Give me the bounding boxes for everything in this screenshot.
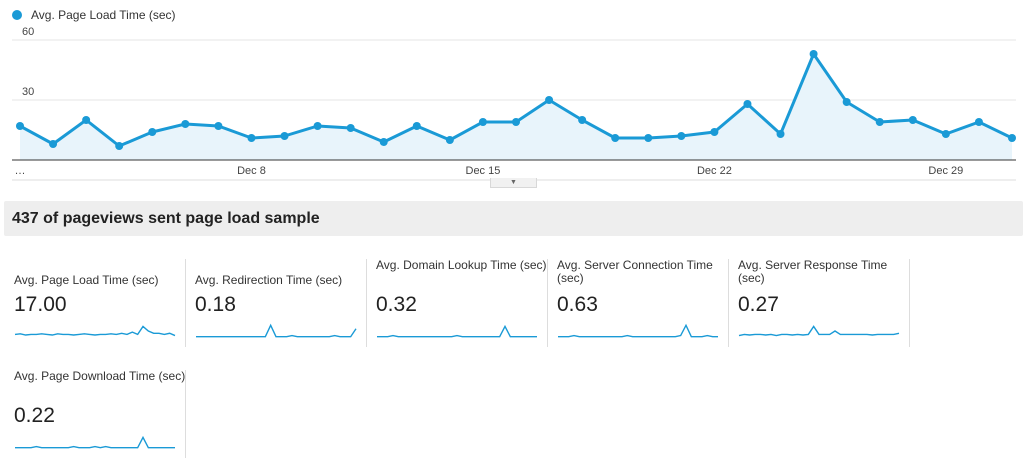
tile-divider (185, 259, 186, 347)
metric-label: Avg. Domain Lookup Time (sec) (376, 258, 547, 272)
data-point (710, 128, 719, 136)
data-point (941, 130, 950, 138)
data-point (49, 140, 58, 148)
sparkline-path (377, 324, 537, 338)
metric-value: 0.18 (195, 293, 236, 316)
metric-tile[interactable]: Avg. Domain Lookup Time (sec) 0.32 (376, 259, 556, 347)
tile-divider (366, 259, 367, 347)
tile-divider (728, 259, 729, 347)
data-point (578, 116, 587, 124)
sparkline-path (14, 325, 176, 337)
tile-divider (185, 370, 186, 458)
data-point (875, 118, 884, 126)
data-point (677, 132, 686, 140)
data-point (809, 50, 818, 58)
metric-value: 0.22 (14, 404, 55, 427)
metric-tile[interactable]: Avg. Page Load Time (sec) 17.00 (14, 259, 194, 347)
metric-tile[interactable]: Avg. Server Response Time (sec) 0.27 (738, 259, 918, 347)
chart-collapse-handle[interactable]: ▼ (490, 178, 537, 188)
metric-sparkline (377, 324, 537, 338)
data-point (1008, 134, 1016, 142)
sparkline-path (15, 435, 175, 449)
data-point (743, 100, 752, 108)
series-area (20, 54, 1012, 160)
pageview-sample-summary: 437 of pageviews sent page load sample (4, 201, 1023, 236)
data-point (776, 130, 785, 138)
data-point (842, 98, 851, 106)
data-point (115, 142, 124, 150)
sparkline-path (738, 325, 900, 337)
x-tick-label: … (15, 165, 26, 177)
data-point (280, 132, 289, 140)
data-point (346, 124, 355, 132)
x-tick-label: Dec 8 (237, 165, 266, 177)
metric-sparkline (196, 323, 357, 338)
data-point (545, 96, 554, 104)
chart-legend[interactable]: Avg. Page Load Time (sec) (12, 8, 176, 22)
data-point (247, 134, 256, 142)
data-point (412, 122, 421, 130)
legend-label: Avg. Page Load Time (sec) (31, 8, 176, 22)
y-tick-label: 60 (22, 26, 34, 38)
metric-tile[interactable]: Avg. Redirection Time (sec) 0.18 (195, 259, 375, 347)
metric-value: 17.00 (14, 293, 67, 316)
metric-value: 0.63 (557, 293, 598, 316)
data-point (908, 116, 917, 124)
metric-sparkline (738, 325, 900, 337)
metric-sparkline (14, 325, 176, 337)
metric-label: Avg. Server Response Time (sec) (738, 258, 888, 285)
sample-text: 437 of pageviews sent page load sample (12, 209, 320, 227)
metric-value: 0.27 (738, 293, 779, 316)
metric-label: Avg. Server Connection Time (sec) (557, 258, 713, 285)
data-point (313, 122, 322, 130)
data-point (379, 138, 388, 146)
x-tick-label: Dec 29 (928, 165, 963, 177)
data-point (181, 120, 190, 128)
data-point (478, 118, 487, 126)
metric-tile[interactable]: Avg. Page Download Time (sec) 0.22 (14, 370, 194, 458)
metric-label: Avg. Page Download Time (sec) (14, 369, 186, 383)
data-point (974, 118, 983, 126)
data-point (445, 136, 454, 144)
x-tick-label: Dec 22 (697, 165, 732, 177)
data-point (214, 122, 223, 130)
data-point (512, 118, 520, 126)
metric-value: 0.32 (376, 293, 417, 316)
data-point (148, 128, 157, 136)
y-tick-label: 30 (22, 86, 34, 98)
sparkline-path (196, 323, 357, 338)
x-tick-label: Dec 15 (466, 165, 501, 177)
tile-divider (547, 259, 548, 347)
page-load-time-chart: 30 60 … Dec 8 Dec 15 Dec 22 Dec 29 (12, 26, 1016, 181)
metric-sparkline (558, 323, 718, 338)
data-point (16, 122, 24, 130)
tile-divider (909, 259, 910, 347)
metric-sparkline (15, 435, 175, 449)
metric-label: Avg. Page Load Time (sec) (14, 273, 159, 287)
legend-dot-icon (12, 10, 22, 20)
data-point (644, 134, 653, 142)
data-point (611, 134, 620, 142)
caret-down-icon: ▼ (510, 179, 517, 186)
metric-label: Avg. Redirection Time (sec) (195, 273, 343, 287)
metric-tile[interactable]: Avg. Server Connection Time (sec) 0.63 (557, 259, 737, 347)
data-point (82, 116, 91, 124)
sparkline-path (558, 323, 718, 338)
